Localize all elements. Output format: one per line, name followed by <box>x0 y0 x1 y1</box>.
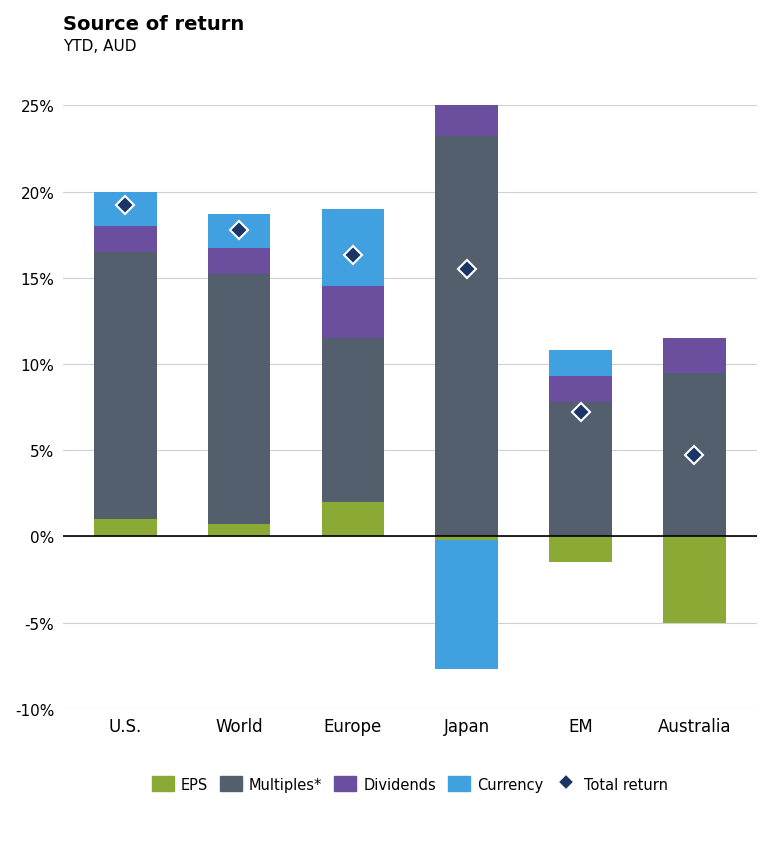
Legend: EPS, Multiples*, Dividends, Currency, Total return: EPS, Multiples*, Dividends, Currency, To… <box>146 771 674 797</box>
Text: YTD, AUD: YTD, AUD <box>63 39 136 53</box>
Text: Source of return: Source of return <box>63 15 244 34</box>
Bar <box>208 249 270 275</box>
Bar <box>208 524 270 536</box>
Bar <box>208 275 270 524</box>
Bar <box>322 209 384 287</box>
Bar <box>663 338 726 373</box>
Bar <box>322 502 384 536</box>
Bar <box>435 540 498 669</box>
Bar <box>550 350 612 376</box>
Bar <box>435 137 498 536</box>
Bar <box>663 536 726 623</box>
Bar <box>208 214 270 249</box>
Bar <box>435 536 498 540</box>
Bar <box>94 252 157 519</box>
Bar <box>94 226 157 252</box>
Bar <box>94 192 157 226</box>
Bar <box>322 338 384 502</box>
Bar <box>550 536 612 562</box>
Bar <box>550 376 612 402</box>
Bar <box>663 373 726 536</box>
Bar <box>94 519 157 536</box>
Bar <box>435 102 498 137</box>
Bar <box>322 287 384 338</box>
Bar <box>550 402 612 536</box>
